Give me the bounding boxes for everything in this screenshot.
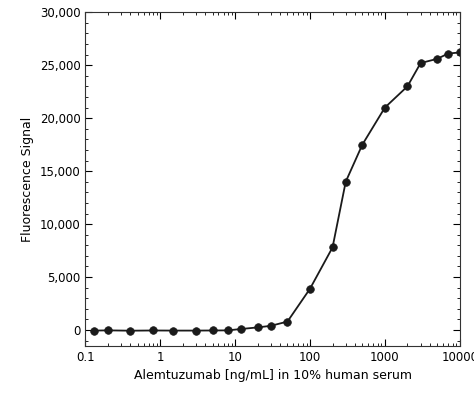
Y-axis label: Fluorescence Signal: Fluorescence Signal [21, 116, 34, 242]
X-axis label: Alemtuzumab [ng/mL] in 10% human serum: Alemtuzumab [ng/mL] in 10% human serum [134, 370, 411, 382]
